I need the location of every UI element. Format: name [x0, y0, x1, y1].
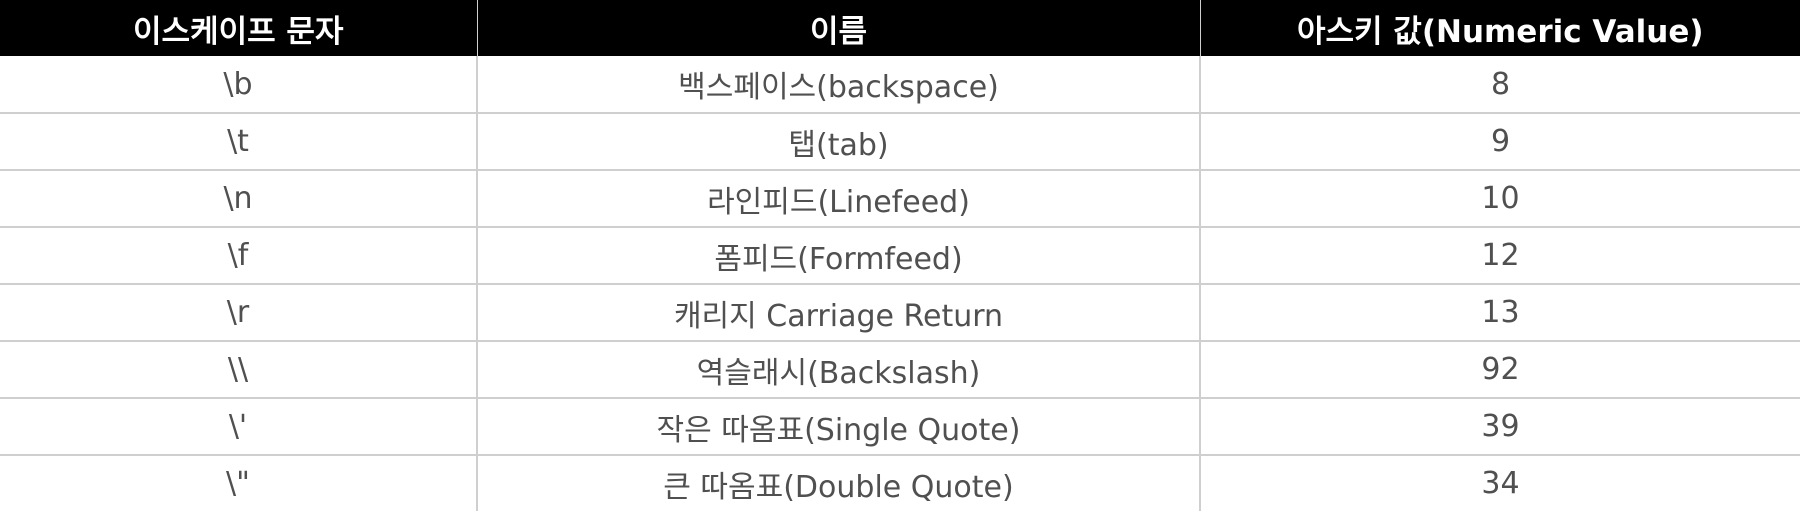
table-row: \r 캐리지 Carriage Return 13 — [0, 284, 1800, 342]
table-row: \f 폼피드(Formfeed) 12 — [0, 227, 1800, 285]
table-header: 이스케이프 문자 이름 아스키 값(Numeric Value) — [0, 0, 1800, 56]
name-cell: 폼피드(Formfeed) — [476, 227, 1200, 285]
name-cell: 캐리지 Carriage Return — [476, 284, 1200, 342]
name-cell: 큰 따옴표(Double Quote) — [476, 455, 1200, 511]
ascii-value-cell: 10 — [1199, 170, 1800, 228]
table-body: \b 백스페이스(backspace) 8 \t 탭(tab) 9 \n 라인피… — [0, 56, 1800, 511]
table-row: \n 라인피드(Linefeed) 10 — [0, 170, 1800, 228]
escape-char-cell: \n — [0, 170, 477, 228]
table-row: \' 작은 따옴표(Single Quote) 39 — [0, 398, 1800, 456]
name-cell: 역슬래시(Backslash) — [476, 341, 1200, 399]
escape-char-cell: \t — [0, 113, 477, 171]
header-escape-char: 이스케이프 문자 — [133, 13, 344, 50]
table-row: \\ 역슬래시(Backslash) 92 — [0, 341, 1800, 399]
header-name: 이름 — [476, 0, 1200, 56]
name-cell: 백스페이스(backspace) — [476, 56, 1200, 114]
name-cell: 작은 따옴표(Single Quote) — [476, 398, 1200, 456]
ascii-value-cell: 13 — [1199, 284, 1800, 342]
ascii-value-cell: 9 — [1199, 113, 1800, 171]
ascii-value-cell: 8 — [1199, 56, 1800, 114]
header-row: 이스케이프 문자 이름 아스키 값(Numeric Value) — [0, 0, 1800, 56]
escape-char-cell: \" — [226, 466, 250, 501]
escape-char-cell: \' — [0, 398, 477, 456]
header-ascii-value: 아스키 값(Numeric Value) — [1199, 0, 1800, 56]
name-cell: 라인피드(Linefeed) — [476, 170, 1200, 228]
table-row: \" 큰 따옴표(Double Quote) 34 — [0, 455, 1800, 511]
ascii-value-cell: 92 — [1199, 341, 1800, 399]
table-row: \b 백스페이스(backspace) 8 — [0, 56, 1800, 114]
ascii-value-cell: 12 — [1199, 227, 1800, 285]
escape-char-cell: \r — [0, 284, 477, 342]
name-cell: 탭(tab) — [476, 113, 1200, 171]
escape-char-cell: \f — [0, 227, 477, 285]
escape-char-cell: \\ — [0, 341, 477, 399]
ascii-value-cell: 39 — [1199, 398, 1800, 456]
ascii-value-cell: 34 — [1199, 455, 1800, 511]
table-row: \t 탭(tab) 9 — [0, 113, 1800, 171]
escape-char-cell: \b — [0, 56, 477, 114]
